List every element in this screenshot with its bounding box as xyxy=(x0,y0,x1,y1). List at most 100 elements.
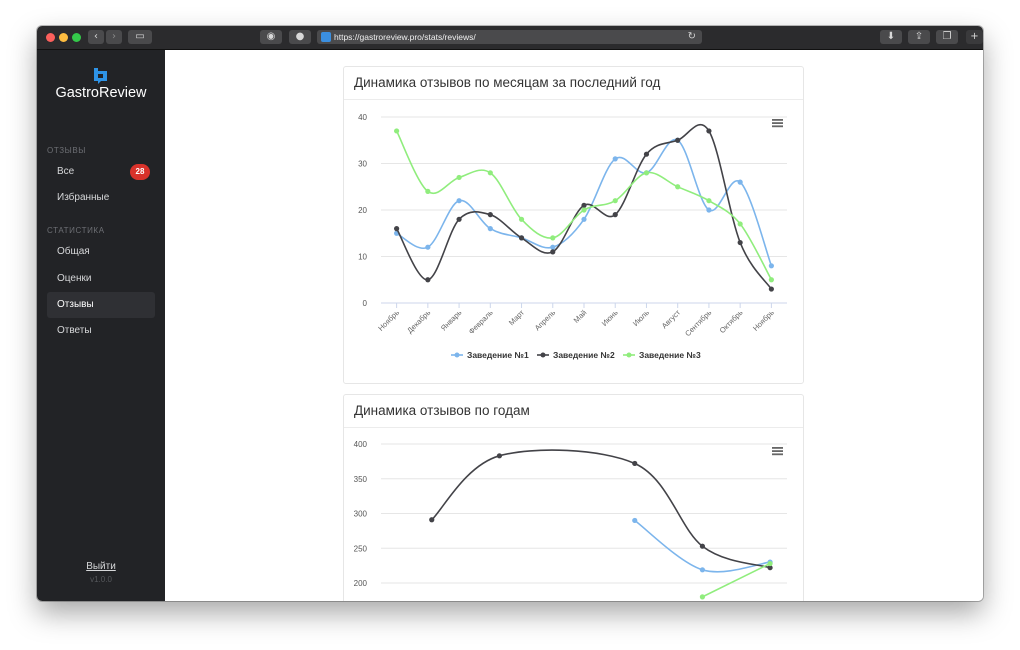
data-point xyxy=(496,453,503,459)
x-tick-label: Декабрь xyxy=(405,308,432,335)
x-tick-label: Апрель xyxy=(533,308,557,332)
data-point xyxy=(632,460,638,467)
data-point xyxy=(518,235,525,241)
legend-marker xyxy=(626,352,632,358)
sidebar-item-label: Оценки xyxy=(57,273,92,284)
sidebar-toggle-icon[interactable]: ▭ xyxy=(128,30,152,44)
section-label-reviews: ОТЗЫВЫ xyxy=(47,146,86,155)
card-divider xyxy=(344,99,803,100)
data-point xyxy=(767,565,773,571)
data-point xyxy=(675,137,681,143)
data-point xyxy=(487,170,493,176)
series-layer xyxy=(394,123,774,292)
data-point xyxy=(456,216,462,222)
new-tab-icon[interactable]: + xyxy=(966,30,983,44)
back-icon[interactable]: ‹ xyxy=(88,30,104,44)
legend-label: Заведение №2 xyxy=(553,350,615,360)
sidebar-item-all[interactable]: Все 28 xyxy=(47,159,155,185)
address-bar[interactable]: https://gastroreview.pro/stats/reviews/ … xyxy=(317,30,702,44)
tabs-icon[interactable]: ❐ xyxy=(936,30,958,44)
data-point xyxy=(487,212,493,218)
series-layer xyxy=(429,449,773,600)
sidebar-item-replies[interactable]: Ответы xyxy=(47,318,155,344)
chart-menu-icon[interactable] xyxy=(772,447,783,456)
chart-menu-icon[interactable] xyxy=(772,119,783,128)
data-point xyxy=(581,216,587,222)
sidebar-item-general[interactable]: Общая xyxy=(47,239,155,265)
data-point xyxy=(550,235,556,241)
y-tick-label: 10 xyxy=(358,253,367,262)
y-tick-label: 250 xyxy=(354,544,368,553)
y-tick-label: 200 xyxy=(354,579,368,588)
x-tick-label: Январь xyxy=(439,308,464,333)
data-point xyxy=(675,184,681,190)
y-tick-label: 40 xyxy=(358,113,367,122)
data-point xyxy=(706,198,712,204)
x-tick-label: Февраль xyxy=(467,308,495,336)
data-point xyxy=(706,128,712,134)
share-icon[interactable]: ⇪ xyxy=(908,30,930,44)
yearly-reviews-chart: 200 250 300 350 400 xyxy=(354,440,787,600)
series-line xyxy=(431,449,771,569)
card-divider xyxy=(344,427,803,428)
data-point xyxy=(643,151,650,157)
menu-bar xyxy=(772,122,783,124)
menu-bar xyxy=(772,125,783,128)
menu-bar xyxy=(772,453,783,456)
data-point xyxy=(768,263,774,269)
data-point xyxy=(518,216,525,222)
y-tick-label: 30 xyxy=(358,160,367,169)
data-point xyxy=(737,221,743,227)
x-tick-label: Июль xyxy=(631,308,651,328)
menu-bar xyxy=(772,119,783,121)
legend-label: Заведение №3 xyxy=(639,350,701,360)
logout-link[interactable]: Выйти xyxy=(86,561,116,572)
shield-icon[interactable]: ● xyxy=(289,30,311,44)
data-point xyxy=(456,198,462,204)
url-text: https://gastroreview.pro/stats/reviews/ xyxy=(334,32,476,42)
data-point xyxy=(612,156,618,162)
data-point xyxy=(394,128,400,134)
close-window-button[interactable] xyxy=(46,33,55,42)
version-label: v1.0.0 xyxy=(90,575,112,584)
legend-marker xyxy=(454,352,460,358)
monthly-reviews-card: Динамика отзывов по месяцам за последний… xyxy=(343,66,804,384)
maximize-window-button[interactable] xyxy=(72,33,81,42)
data-point xyxy=(425,244,431,250)
sidebar-item-favorites[interactable]: Избранные xyxy=(47,185,155,211)
data-point xyxy=(737,239,743,246)
sidebar-item-ratings[interactable]: Оценки xyxy=(47,266,155,292)
data-point xyxy=(550,244,556,250)
browser-toolbar: ‹ › ▭ ◉ ● https://gastroreview.pro/stats… xyxy=(37,26,983,50)
card-title: Динамика отзывов по месяцам за последний… xyxy=(354,75,661,90)
data-point xyxy=(767,560,773,567)
data-point xyxy=(699,543,706,549)
forward-icon[interactable]: › xyxy=(106,30,122,44)
reload-icon[interactable]: ↻ xyxy=(687,31,696,42)
data-point xyxy=(706,207,712,213)
data-point xyxy=(768,277,774,283)
data-point xyxy=(699,567,706,573)
yearly-reviews-card: Динамика отзывов по годам 200 250 300 350 40… xyxy=(343,394,804,601)
legend-marker xyxy=(540,352,546,358)
password-icon[interactable]: ◉ xyxy=(260,30,282,44)
sidebar-item-label: Избранные xyxy=(57,192,110,203)
data-point xyxy=(737,179,743,185)
sidebar-item-reviews[interactable]: Отзывы xyxy=(47,292,155,318)
menu-bar xyxy=(772,450,783,452)
y-tick-label: 20 xyxy=(358,206,367,215)
sidebar-item-label: Все xyxy=(57,166,75,177)
count-badge: 28 xyxy=(130,164,150,180)
data-point xyxy=(581,202,587,208)
download-icon[interactable]: ⬇ xyxy=(880,30,902,44)
data-point xyxy=(429,517,435,523)
minimize-window-button[interactable] xyxy=(59,33,68,42)
y-tick-label: 350 xyxy=(354,475,368,484)
menu-bar xyxy=(772,447,783,449)
data-point xyxy=(768,286,774,292)
favicon-icon xyxy=(321,32,331,42)
data-point xyxy=(394,226,400,232)
main-content: Динамика отзывов по месяцам за последний… xyxy=(165,50,983,601)
x-tick-label: Сентябрь xyxy=(683,308,713,338)
